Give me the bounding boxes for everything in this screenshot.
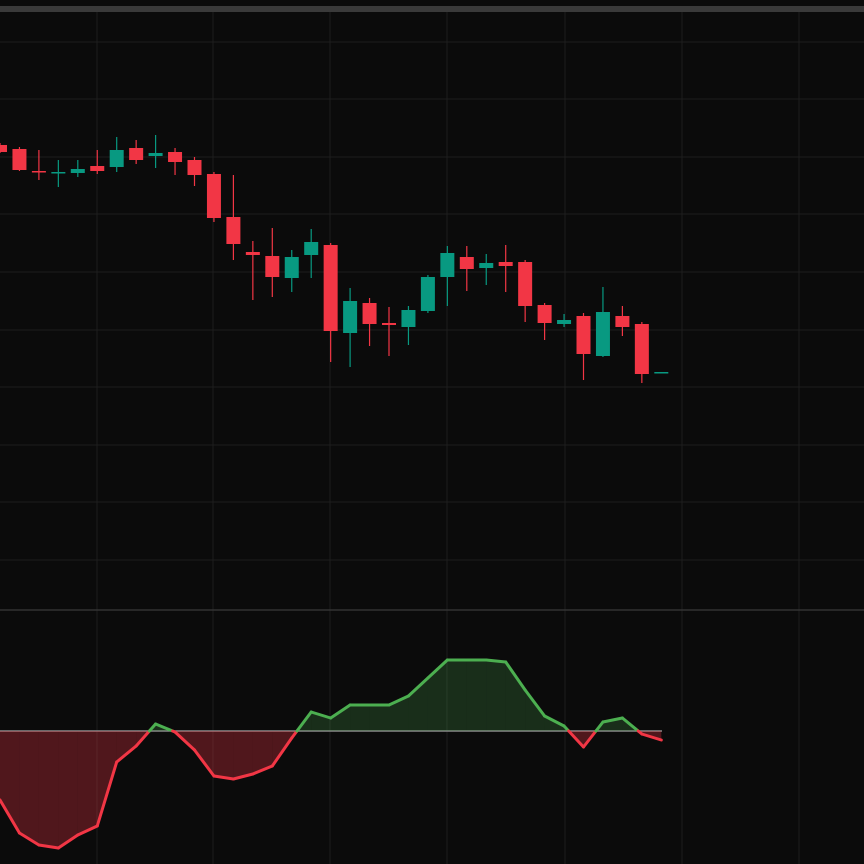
candle-body [226,217,241,244]
candle-body [323,245,338,331]
candle-body [304,242,319,255]
candle-body [440,253,455,277]
candle-body [654,372,669,374]
area-fill [525,690,545,731]
oscillator-line [147,722,158,733]
candle-body [615,316,630,327]
area-fill [408,678,428,731]
oscillator-line [37,843,60,850]
area-fill [38,731,59,848]
candle-body [576,316,591,354]
candle-body [187,160,202,175]
oscillator-line [251,764,274,776]
oscillator-line [504,660,527,692]
candle-body [362,303,377,324]
candle-body [557,320,572,324]
candle-body [51,172,66,174]
oscillator-line [640,732,663,742]
area-fill [252,731,273,774]
oscillator-line [193,748,216,778]
oscillator-line [56,833,80,850]
area-fill [389,696,409,731]
candle-body [343,301,358,333]
oscillator-line [212,774,235,781]
area-fill [19,731,39,845]
oscillator-line [0,798,21,835]
top-bar [0,6,864,12]
oscillator-line [582,729,598,749]
oscillator-line [594,720,605,733]
area-fill [447,660,467,731]
candle-body [12,149,27,170]
candle-body [31,171,46,173]
candle-body [109,150,124,167]
oscillator-line [523,688,547,718]
oscillator-line [620,716,640,733]
candle-body [595,312,610,356]
oscillator-line [484,658,508,664]
candle-body [90,166,105,171]
oscillator-line [387,694,410,707]
candle-body [70,169,85,173]
area-fill [116,731,137,762]
oscillator-line [76,824,99,837]
oscillator-line [567,729,585,749]
oscillator-line [115,744,138,764]
area-fill [505,662,526,731]
area-fill [194,731,214,776]
oscillator-line [270,736,294,768]
area-fill [369,705,389,731]
candle-body [479,263,494,268]
oscillator-line [154,722,175,733]
area-fill [427,660,448,731]
candle-body [537,305,552,323]
oscillator-line [426,658,449,680]
area-fill [350,705,370,731]
area-fill [77,731,98,835]
oscillator-line [309,710,333,720]
candle-body [498,262,513,266]
oscillator-line [17,831,41,847]
candle-body [518,262,533,306]
area-fill [466,660,487,731]
oscillator-line [173,730,196,752]
oscillator-line [134,729,151,748]
oscillator-line [95,760,119,828]
candle-body [401,310,416,327]
candle-body [245,252,260,255]
area-fill [97,731,117,826]
candle-body [420,277,435,311]
candle-body [168,152,183,162]
candle-body [129,148,144,160]
candle-body [284,257,299,278]
candle-body [0,145,7,152]
oscillator-line [295,710,313,733]
oscillator-line [231,772,255,781]
area-fill [213,731,234,779]
area-fill [233,731,253,779]
area-fill [330,705,351,731]
candle-body [148,153,163,156]
oscillator-line [601,716,624,724]
oscillator-line [406,676,430,698]
oscillator-line [329,703,352,720]
area-fill [486,660,506,731]
candle-body [382,323,396,325]
area-fill [58,731,78,848]
candle-body [459,257,474,269]
candle-body [265,256,280,277]
candle-body [634,324,649,374]
oscillator-line [543,714,566,728]
candle-body [206,174,221,218]
